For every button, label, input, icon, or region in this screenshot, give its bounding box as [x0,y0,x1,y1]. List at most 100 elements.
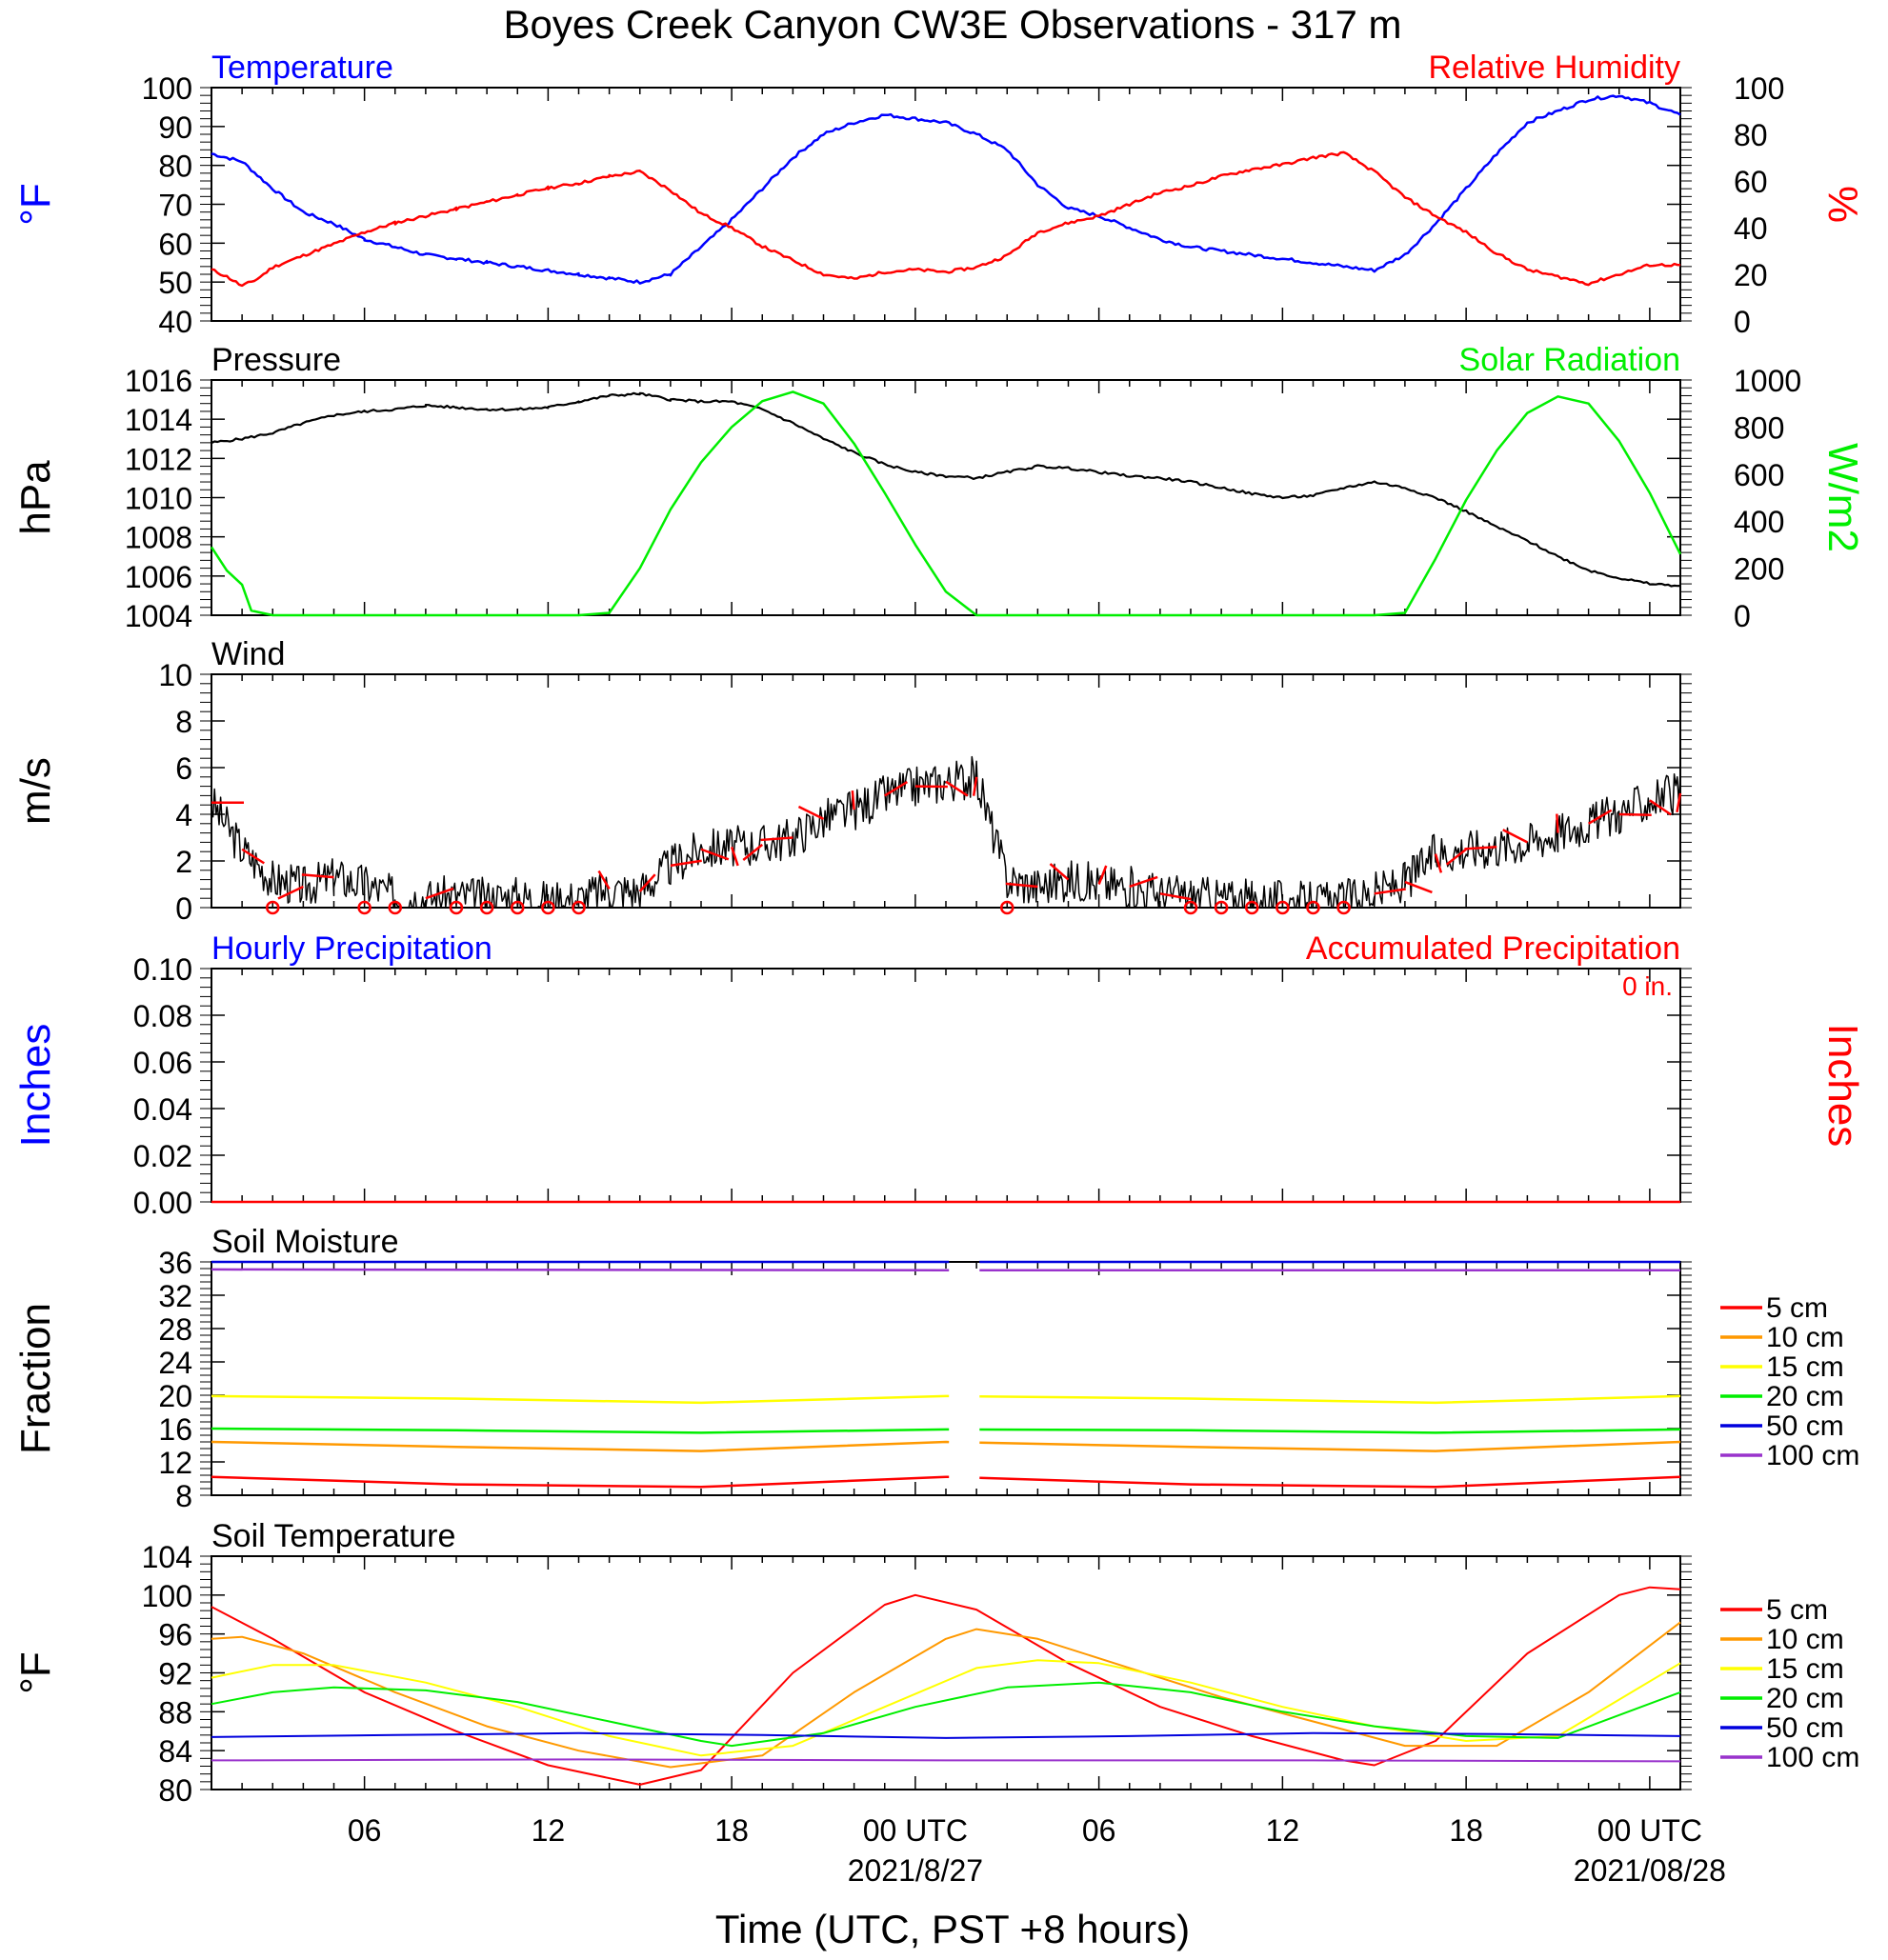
y-tick-label-left: 96 [158,1618,192,1652]
y-tick-label-left: 90 [158,110,192,145]
y-tick-label-left: 8 [175,705,192,739]
date-label: 2021/08/28 [1574,1853,1726,1888]
legend-label: 5 cm [1766,1594,1828,1626]
y-tick-label-left: 60 [158,227,192,261]
y-tick-label-right: 60 [1734,165,1768,199]
x-tick-label: 00 UTC [863,1813,968,1848]
soil-moisture-line [211,1475,950,1489]
wind-barb [730,846,739,867]
x-tick-label: 12 [1266,1813,1300,1848]
soil-temperature-line [211,1586,1681,1786]
y-axis-label-left: m/s [12,757,59,825]
y-tick-label-left: 36 [158,1246,192,1280]
calm-wind-marker [511,900,525,915]
soil-moisture-line [979,1475,1681,1489]
wind-barb [884,780,909,797]
calm-wind-marker [479,900,494,915]
panel-title-right: Accumulated Precipitation [1306,930,1680,967]
y-tick-label-left: 1004 [125,599,192,633]
wind-barb [1005,882,1038,889]
y-tick-label-left: 6 [175,751,192,786]
wind-barb [1404,880,1433,894]
wind-barb [301,873,334,879]
wind-barb [425,887,454,900]
y-tick-label-left: 40 [158,305,192,339]
panel-4: 0.00 0.02 0.04 0.06 0.08 0.10 Hourly Precipita… [12,930,1866,1220]
soil-temperature-line [211,1731,1681,1739]
calm-wind-marker [266,900,280,915]
wind-barb [1618,812,1652,816]
panel-title-left: Wind [211,636,285,672]
wind-barb [1159,892,1192,901]
y-tick-label-right: 800 [1734,410,1784,445]
wind-barb [670,859,702,868]
plot-frame [211,1261,1681,1496]
wind-barb [1676,792,1682,813]
y-tick-label-left: 28 [158,1312,192,1347]
y-tick-label-left: 4 [175,798,192,832]
y-tick-label-left: 0.04 [133,1092,192,1127]
y-axis-label-right: Inches [1819,1024,1866,1148]
soil-moisture-line [979,1440,1681,1452]
y-tick-label-right: 600 [1734,458,1784,492]
y-tick-label-left: 0 [175,891,192,926]
x-tick-label: 18 [714,1813,749,1848]
calm-wind-marker [541,900,555,915]
y-tick-label-right: 400 [1734,505,1784,539]
y-tick-label-left: 8 [175,1479,192,1513]
wind-barb [700,848,730,861]
legend-label: 20 cm [1766,1683,1844,1714]
y-tick-label-right: 100 [1734,71,1784,106]
y-tick-label-right: 20 [1734,258,1768,292]
x-axis: 06 12 18 00 UTC 06 12 18 00 UTC 2021/8/27 2021/08… [348,1813,1726,1888]
legend-label: 50 cm [1766,1410,1844,1442]
y-tick-label-left: 2 [175,845,192,879]
y-tick-label-left: 16 [158,1412,192,1447]
panel-title-left: Soil Temperature [211,1518,455,1554]
wind-barb [1502,829,1528,844]
y-tick-label-left: 1016 [125,364,192,398]
wind-barb [241,848,265,865]
plot-frame [211,968,1681,1203]
y-tick-label-left: 1008 [125,521,192,555]
solar-radiation-line [210,390,1682,617]
calm-wind-marker [1183,900,1198,915]
temperature-line [211,94,1681,285]
y-tick-label-left: 50 [158,266,192,300]
y-axis-label-left: hPa [12,460,59,535]
y-tick-label-left: 1006 [125,560,192,594]
soil-temperature-line [211,1621,1681,1769]
y-tick-label-right: 0 [1734,305,1751,339]
soil-temperature-line [211,1659,1681,1757]
y-axis-label-right: % [1819,186,1866,223]
wind-barb [945,780,969,797]
y-tick-label-left: 32 [158,1279,192,1313]
calm-wind-marker [1214,900,1229,915]
legend-label: 100 cm [1766,1440,1859,1471]
calm-wind-marker [1336,900,1351,915]
y-tick-label-left: 1014 [125,403,192,437]
soil-moisture-line [211,1440,950,1452]
y-tick-label-right: 40 [1734,211,1768,246]
x-tick-label: 06 [1082,1813,1116,1848]
figure-title: Boyes Creek Canyon CW3E Observations - 3… [503,2,1401,47]
legend-label: 15 cm [1766,1351,1844,1383]
soil-moisture-line [211,1427,950,1434]
wind-barb [597,870,611,890]
wind-barb [1097,865,1108,885]
y-tick-label-left: 80 [158,150,192,184]
y-axis-label-left: °F [12,1651,59,1693]
y-tick-label-left: 100 [142,1579,192,1613]
y-tick-label-right: 0 [1734,599,1751,633]
y-tick-label-left: 92 [158,1657,192,1691]
y-tick-label-left: 0.08 [133,999,192,1033]
wind-barb [1587,809,1613,825]
x-tick-label: 00 UTC [1597,1813,1702,1848]
calm-wind-marker [1306,900,1320,915]
legend-label: 20 cm [1766,1381,1844,1412]
calm-wind-marker [572,900,586,915]
soil-moisture-line [211,1394,950,1405]
